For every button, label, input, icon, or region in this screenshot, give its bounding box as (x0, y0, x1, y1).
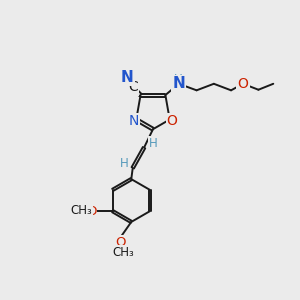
Text: N: N (172, 76, 185, 91)
Text: O: O (116, 236, 126, 249)
Text: H: H (148, 137, 157, 150)
Text: N: N (129, 114, 139, 128)
Text: N: N (121, 70, 133, 85)
Text: O: O (86, 205, 96, 218)
Text: C: C (128, 80, 138, 94)
Text: H: H (174, 73, 182, 86)
Text: O: O (238, 77, 248, 91)
Text: CH₃: CH₃ (70, 204, 92, 218)
Text: CH₃: CH₃ (112, 246, 134, 259)
Text: H: H (120, 157, 129, 170)
Text: O: O (167, 114, 178, 128)
